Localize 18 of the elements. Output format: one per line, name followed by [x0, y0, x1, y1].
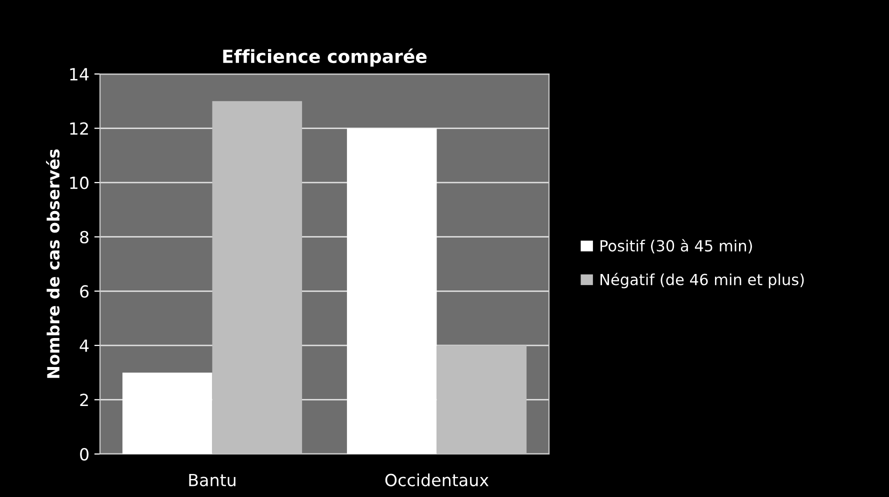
bar [122, 372, 212, 454]
y-tick-label: 10 [70, 176, 88, 190]
y-axis-title: Nombre de cas observés [46, 149, 60, 378]
bar [212, 101, 302, 454]
y-tick-label: 8 [80, 230, 88, 244]
y-tick-label: 4 [80, 340, 89, 352]
x-tick-label: Occidentaux [385, 473, 489, 486]
y-tick-label: 14 [70, 68, 89, 80]
y-tick-label: 0 [80, 448, 88, 461]
legend-label: Négatif (de 46 min et plus) [600, 272, 804, 288]
bar [436, 345, 527, 454]
x-tick-label: Bantu [189, 474, 236, 486]
chart-title: Efficience comparée [223, 48, 427, 67]
y-tick-label: 6 [80, 285, 89, 298]
bar [346, 128, 437, 454]
y-tick-label: 2 [80, 394, 88, 406]
legend-label: Positif (30 à 45 min) [600, 239, 752, 254]
y-tick-label: 12 [70, 122, 88, 135]
